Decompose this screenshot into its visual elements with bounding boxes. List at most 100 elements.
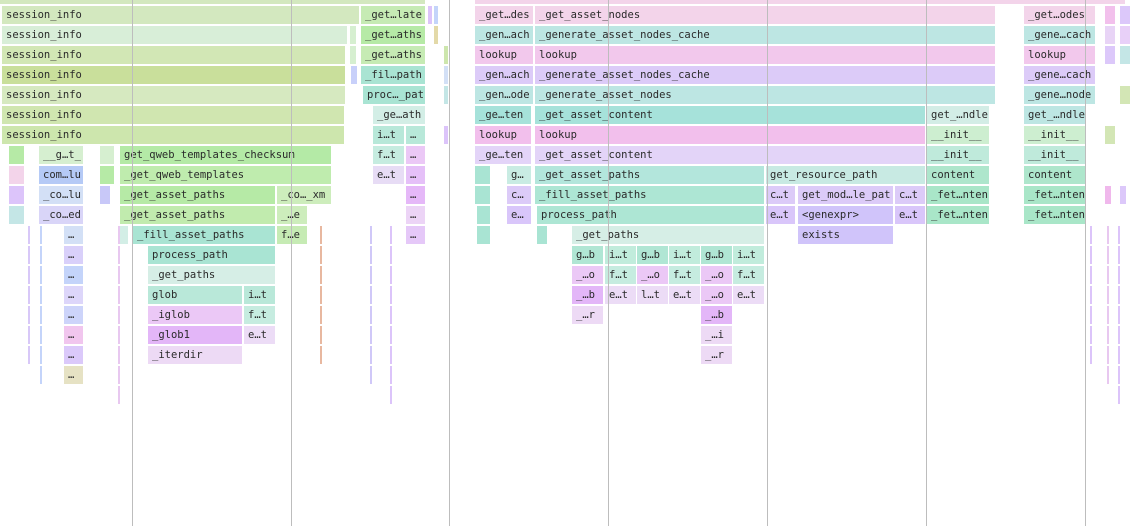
flame-frame-sliver[interactable] — [320, 306, 322, 324]
flame-frame-sliver[interactable] — [1105, 186, 1111, 204]
flame-frame[interactable]: _ge…ten — [475, 146, 531, 164]
flame-frame[interactable]: _get…odes — [1024, 6, 1095, 24]
flame-frame[interactable]: _fet…nten — [927, 186, 989, 204]
flame-frame-sliver[interactable] — [390, 366, 392, 384]
flame-frame[interactable]: _get_asset_paths — [120, 206, 275, 224]
flame-frame[interactable]: _gen…ode — [475, 86, 533, 104]
flame-frame-sliver[interactable] — [1090, 326, 1092, 344]
flame-frame[interactable]: get_resource_path — [766, 166, 925, 184]
flame-frame-sliver[interactable] — [390, 226, 392, 244]
flame-frame-sliver[interactable] — [390, 286, 392, 304]
flame-frame[interactable]: <genexpr> — [798, 206, 893, 224]
flame-frame-sliver[interactable] — [9, 206, 24, 224]
flame-frame[interactable]: _gen…ach — [475, 66, 533, 84]
flame-frame[interactable]: _fill_asset_paths — [535, 186, 764, 204]
flame-frame[interactable]: lookup — [1024, 46, 1095, 64]
flame-frame[interactable]: … — [406, 146, 425, 164]
flame-frame-sliver[interactable] — [444, 126, 448, 144]
flame-frame-sliver[interactable] — [118, 286, 120, 304]
flame-frame-sliver[interactable] — [118, 226, 120, 244]
flame-frame[interactable]: … — [64, 346, 83, 364]
flame-frame[interactable]: _glob1 — [148, 326, 242, 344]
flame-frame[interactable]: _get_asset_content — [535, 106, 925, 124]
flame-frame[interactable]: get_…ndle — [927, 106, 989, 124]
flame-frame[interactable]: content — [927, 166, 989, 184]
flame-frame-sliver[interactable] — [390, 246, 392, 264]
flame-frame-sliver[interactable] — [1120, 26, 1130, 44]
flame-frame[interactable]: lookup — [535, 46, 995, 64]
flame-frame-sliver[interactable] — [40, 326, 42, 344]
flame-frame[interactable]: _fet…nten — [927, 206, 989, 224]
flame-frame-sliver[interactable] — [1107, 226, 1109, 244]
flame-frame[interactable]: session_info — [2, 46, 345, 64]
flame-frame-sliver[interactable] — [390, 266, 392, 284]
flame-frame-sliver[interactable] — [320, 226, 322, 244]
flame-frame-sliver[interactable] — [1120, 46, 1130, 64]
flame-frame[interactable]: _co…lu — [39, 186, 83, 204]
flame-frame[interactable]: _…o — [637, 266, 668, 284]
flame-frame[interactable]: lookup — [475, 46, 533, 64]
flame-frame-sliver[interactable] — [390, 326, 392, 344]
flame-frame[interactable]: _…r — [701, 346, 732, 364]
flame-frame[interactable]: … — [406, 226, 425, 244]
flame-frame[interactable]: glob — [148, 286, 242, 304]
flame-frame[interactable]: _co…ed — [39, 206, 83, 224]
flame-frame-sliver[interactable] — [434, 26, 438, 44]
flame-frame[interactable]: session_info — [2, 6, 359, 24]
flame-frame-sliver[interactable] — [475, 186, 490, 204]
flame-frame-sliver[interactable] — [28, 266, 30, 284]
flame-frame[interactable]: c… — [507, 186, 531, 204]
flame-frame[interactable]: _…i — [701, 326, 732, 344]
flame-frame[interactable]: _…b — [572, 286, 603, 304]
flame-frame[interactable]: proc…_pat — [363, 86, 425, 104]
flame-frame[interactable]: f…t — [244, 306, 275, 324]
flame-frame-sliver[interactable] — [40, 286, 42, 304]
flame-frame[interactable]: _get_asset_content — [535, 146, 925, 164]
flame-frame[interactable]: _generate_asset_nodes_cache — [535, 66, 995, 84]
flame-frame-sliver[interactable] — [444, 66, 448, 84]
flame-frame-sliver[interactable] — [100, 186, 110, 204]
flame-frame-sliver[interactable] — [0, 0, 425, 4]
flame-frame-sliver[interactable] — [1107, 286, 1109, 304]
flame-frame-sliver[interactable] — [320, 346, 322, 364]
flame-frame-sliver[interactable] — [118, 246, 120, 264]
flame-frame-sliver[interactable] — [1105, 26, 1115, 44]
flame-frame-sliver[interactable] — [390, 346, 392, 364]
flame-frame-sliver[interactable] — [28, 326, 30, 344]
flame-frame[interactable]: _ge…ath — [373, 106, 425, 124]
flame-frame[interactable]: f…t — [605, 266, 636, 284]
flame-frame-sliver[interactable] — [1107, 246, 1109, 264]
flame-frame[interactable]: content — [1024, 166, 1086, 184]
flame-frame[interactable]: com…lu — [39, 166, 83, 184]
flame-frame-sliver[interactable] — [1118, 246, 1120, 264]
flame-frame-sliver[interactable] — [1120, 86, 1130, 104]
flame-frame-sliver[interactable] — [320, 286, 322, 304]
flame-frame[interactable]: … — [406, 186, 425, 204]
flame-frame-sliver[interactable] — [390, 306, 392, 324]
flame-frame[interactable]: f…e — [277, 226, 307, 244]
flame-frame-sliver[interactable] — [1105, 6, 1115, 24]
flame-frame[interactable]: … — [64, 246, 83, 264]
flame-frame-sliver[interactable] — [1090, 346, 1092, 364]
flame-frame[interactable]: session_info — [2, 66, 345, 84]
flame-frame-sliver[interactable] — [28, 246, 30, 264]
flame-frame-sliver[interactable] — [1118, 346, 1120, 364]
flame-frame-sliver[interactable] — [1118, 286, 1120, 304]
flame-frame[interactable]: session_info — [2, 126, 344, 144]
flame-frame-sliver[interactable] — [118, 386, 120, 404]
flame-frame-sliver[interactable] — [9, 186, 24, 204]
flame-frame-sliver[interactable] — [28, 306, 30, 324]
flame-frame-sliver[interactable] — [1118, 306, 1120, 324]
flame-frame-sliver[interactable] — [40, 246, 42, 264]
flame-frame[interactable]: e…t — [605, 286, 636, 304]
flame-frame-sliver[interactable] — [40, 266, 42, 284]
flame-frame[interactable]: l…t — [637, 286, 668, 304]
flame-frame[interactable]: exists — [798, 226, 893, 244]
flame-frame[interactable]: _get_paths — [148, 266, 275, 284]
flame-frame[interactable]: _fet…nten — [1024, 206, 1086, 224]
flame-frame-sliver[interactable] — [370, 306, 372, 324]
flame-frame-sliver[interactable] — [118, 306, 120, 324]
flame-frame[interactable]: get_qweb_templates_checksum — [120, 146, 331, 164]
flame-frame-sliver[interactable] — [475, 0, 1125, 4]
flame-frame-sliver[interactable] — [1107, 366, 1109, 384]
